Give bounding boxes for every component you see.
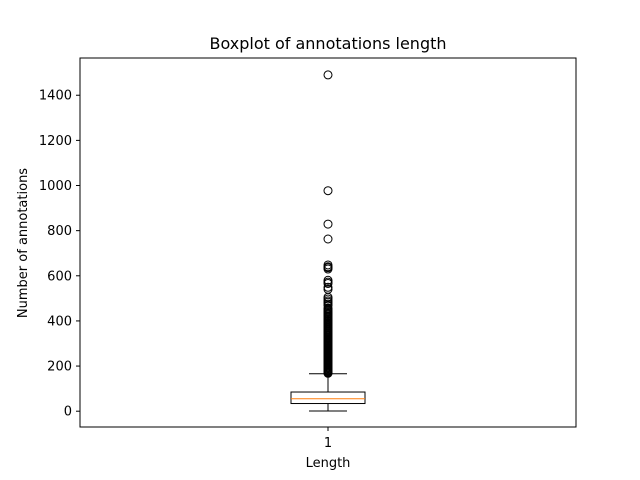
chart-title: Boxplot of annotations length bbox=[209, 34, 446, 53]
y-tick-label: 400 bbox=[47, 314, 72, 329]
x-tick-label: 1 bbox=[324, 436, 332, 451]
y-tick-label: 200 bbox=[47, 360, 72, 375]
y-tick-label: 600 bbox=[47, 269, 72, 284]
y-axis-label: Number of annotations bbox=[16, 168, 31, 318]
outlier-point bbox=[323, 368, 333, 378]
outlier-point bbox=[323, 234, 333, 244]
y-tick-label: 1000 bbox=[39, 179, 72, 194]
outlier-point bbox=[323, 219, 333, 229]
outlier-point bbox=[323, 70, 333, 80]
iqr-box bbox=[290, 391, 366, 405]
outlier-point bbox=[323, 264, 333, 274]
plot-area: 0 200 400 600 800 1000 1200 1400 1 bbox=[39, 57, 577, 451]
y-tick-label: 1400 bbox=[39, 89, 72, 104]
outlier-point bbox=[323, 278, 333, 288]
y-tick-label: 1200 bbox=[39, 134, 72, 149]
x-axis-label: Length bbox=[306, 456, 351, 471]
outlier-point bbox=[323, 186, 333, 196]
y-tick-label: 800 bbox=[47, 224, 72, 239]
y-tick-label: 0 bbox=[64, 405, 72, 420]
